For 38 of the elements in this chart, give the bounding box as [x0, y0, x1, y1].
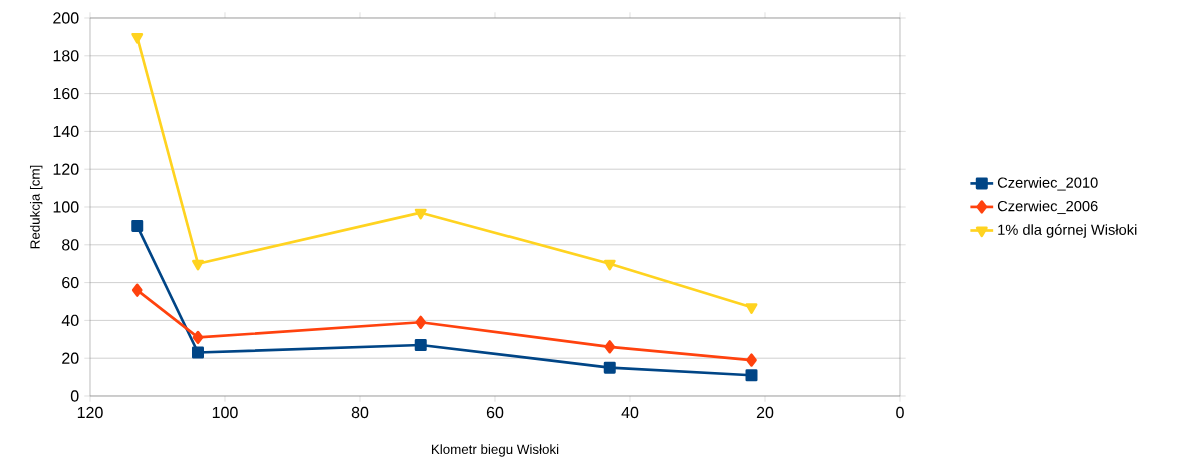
x-tick-label: 100: [212, 406, 238, 419]
x-tick-label: 120: [77, 406, 103, 419]
point: [746, 353, 757, 367]
legend-label: 1% dla górnej Wisłoki: [998, 224, 1137, 238]
point: [131, 32, 144, 44]
y-tick-label: 60: [62, 276, 79, 289]
y-tick-label: 20: [62, 352, 79, 364]
y-tick-label: 40: [61, 314, 79, 327]
y-tick-label: 100: [53, 201, 79, 213]
point: [414, 208, 427, 220]
x-tick-label: 40: [621, 406, 639, 419]
point: [745, 369, 758, 382]
y-tick-label: 80: [62, 239, 79, 251]
point: [191, 346, 204, 359]
x-tick-label: 0: [896, 406, 904, 419]
point: [603, 259, 616, 271]
x-tick-label: 80: [351, 406, 369, 419]
y-tick-label: 180: [53, 50, 79, 62]
y-axis-title: Redukcja [cm]: [29, 165, 43, 249]
point: [603, 361, 616, 374]
point: [604, 340, 616, 354]
point: [414, 338, 427, 351]
y-tick-label: 120: [53, 163, 79, 175]
x-tick-label: 20: [756, 406, 774, 419]
x-tick-label: 60: [486, 406, 504, 419]
point: [415, 315, 427, 329]
legend-label: Czerwiec_2010: [997, 177, 1098, 191]
point: [192, 259, 204, 271]
y-tick-label: 160: [53, 87, 79, 100]
point: [131, 219, 144, 232]
point: [131, 283, 143, 297]
point: [192, 330, 204, 345]
x-axis-title: Klometr biegu Wisłoki: [431, 444, 559, 457]
y-tick-label: 140: [53, 125, 79, 138]
y-tick-label: 0: [70, 390, 79, 402]
y-tick-label: 200: [53, 12, 79, 24]
legend-label: Czerwiec_2006: [997, 200, 1098, 215]
point: [745, 303, 758, 314]
